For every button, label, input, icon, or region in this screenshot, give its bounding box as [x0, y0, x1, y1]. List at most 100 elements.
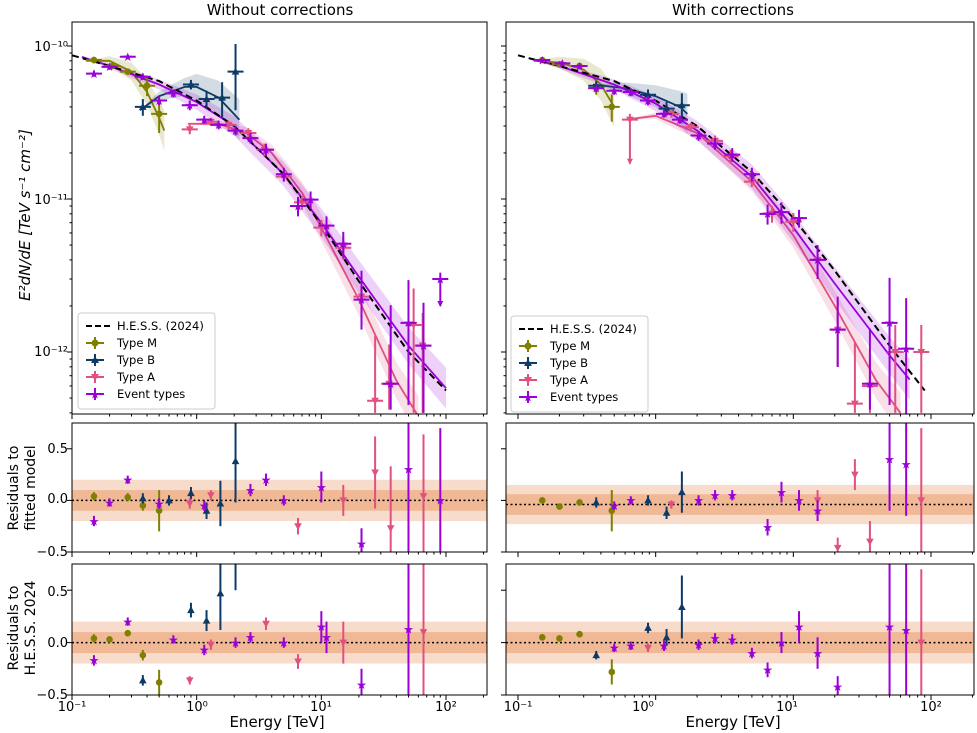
- model-curve: [187, 122, 418, 414]
- right-res2-plot: ★ ★ ★ ★ ★ ★★★★★★★★ ★: [501, 563, 975, 700]
- svg-text:★: ★: [693, 638, 704, 652]
- data-point: [386, 466, 395, 552]
- data-point: ★: [832, 676, 843, 695]
- y-ticks: [67, 45, 72, 414]
- svg-text:★: ★: [693, 129, 704, 143]
- y-ticks: [501, 589, 506, 696]
- data-point: [216, 480, 225, 527]
- data-point: [846, 342, 863, 413]
- data-point: ★: [625, 494, 636, 508]
- data-point: ★: [707, 137, 724, 151]
- data-point: [187, 602, 195, 618]
- data-point: [119, 68, 136, 75]
- data-point: [202, 502, 211, 519]
- legend-frame: [510, 315, 649, 413]
- svg-text:★: ★: [710, 632, 721, 646]
- svg-text:★: ★: [245, 131, 256, 145]
- svg-text:★: ★: [727, 489, 738, 503]
- data-point: [155, 490, 163, 532]
- svg-text:★: ★: [884, 620, 895, 634]
- data-point: ★: [122, 615, 133, 629]
- data-point: ★: [794, 490, 805, 511]
- data-point: ★: [884, 564, 895, 695]
- data-point: [667, 500, 676, 509]
- y-tick-label: 10⁻¹²: [34, 345, 68, 360]
- data-point: [538, 497, 546, 504]
- svg-text:★: ★: [557, 57, 568, 71]
- x-ticks: [517, 695, 973, 700]
- data-point: ★: [321, 621, 332, 654]
- svg-text:★: ★: [710, 489, 721, 503]
- data-point: ★: [230, 636, 241, 650]
- svg-text:★: ★: [168, 633, 179, 647]
- model-curve: [528, 57, 911, 381]
- left-panel-title: Without corrections: [207, 1, 354, 19]
- data-point: [90, 634, 98, 643]
- data-point: ★: [245, 483, 256, 497]
- main-y-tick-labels: 10⁻¹⁰ 10⁻¹¹ 10⁻¹²: [34, 40, 68, 360]
- data-point: ★: [302, 191, 319, 210]
- data-point: ★: [693, 494, 704, 508]
- plot-area: ★ ★ ★★ ★ ★★★ ★★★★★★ ★ ★★★★★★: [517, 53, 930, 414]
- svg-text:★: ★: [199, 113, 210, 127]
- svg-text:★: ★: [435, 272, 446, 286]
- data-point: ★: [382, 305, 399, 410]
- y-tick-label: 0.5: [47, 442, 68, 457]
- legend-label: Type M: [549, 339, 590, 353]
- data-point: ★: [884, 423, 895, 511]
- svg-text:★: ★: [693, 494, 704, 508]
- data-point: [913, 325, 930, 413]
- svg-text:★: ★: [104, 60, 115, 74]
- data-point: ★: [762, 662, 773, 678]
- legend-swatch-event-types: ★: [519, 391, 537, 405]
- data-point: ★: [881, 277, 898, 406]
- data-point: [644, 643, 652, 653]
- legend-swatch-event-types: ★: [86, 388, 104, 402]
- data-point: ★: [242, 131, 259, 145]
- svg-text:★: ★: [278, 636, 289, 650]
- data-point: ★: [154, 497, 165, 511]
- svg-text:★: ★: [675, 113, 686, 127]
- svg-text:★: ★: [122, 473, 133, 487]
- svg-text:★: ★: [727, 633, 738, 647]
- data-point: ★: [403, 423, 414, 552]
- svg-text:★: ★: [794, 494, 805, 508]
- y-ticks: [501, 45, 506, 414]
- svg-text:★: ★: [356, 678, 367, 692]
- data-point: [155, 669, 163, 695]
- data-point: ★: [759, 204, 776, 225]
- data-point: ★: [85, 67, 102, 81]
- svg-text:★: ★: [278, 168, 289, 182]
- right-x-axis-label: Energy [TeV]: [685, 713, 780, 731]
- y-tick-label: 10⁻¹¹: [34, 193, 68, 208]
- svg-text:★: ★: [293, 199, 304, 213]
- data-point: [214, 82, 231, 118]
- y-ticks: [67, 589, 72, 696]
- data-point: ★: [181, 99, 198, 113]
- legend-label: H.E.S.S. (2024): [550, 322, 637, 336]
- x-tick-label: 10¹: [776, 700, 798, 715]
- data-point: ★: [165, 87, 182, 101]
- svg-text:★: ★: [137, 70, 148, 84]
- data-point: ★: [622, 85, 639, 99]
- svg-text:★: ★: [727, 148, 738, 162]
- svg-text:★: ★: [338, 237, 349, 251]
- data-point: ★: [122, 473, 133, 487]
- svg-text:★: ★: [523, 391, 534, 405]
- legend-label: Type B: [549, 356, 588, 370]
- data-point: [139, 493, 147, 504]
- data-point: [833, 537, 842, 552]
- data-point: [231, 423, 240, 503]
- svg-text:★: ★: [776, 636, 787, 650]
- data-point: ★: [335, 231, 352, 259]
- data-point: ★: [659, 639, 670, 653]
- legend-swatch-type-m: [519, 340, 537, 352]
- svg-text:★: ★: [609, 641, 620, 655]
- svg-text:★: ★: [199, 643, 210, 657]
- legend-right: H.E.S.S. (2024) Type M Type B Type A ★ E…: [510, 315, 649, 413]
- svg-text:★: ★: [832, 323, 843, 337]
- svg-text:★: ★: [403, 463, 414, 477]
- data-point: [621, 113, 638, 165]
- data-point: [851, 459, 859, 491]
- data-point: ★: [829, 296, 846, 367]
